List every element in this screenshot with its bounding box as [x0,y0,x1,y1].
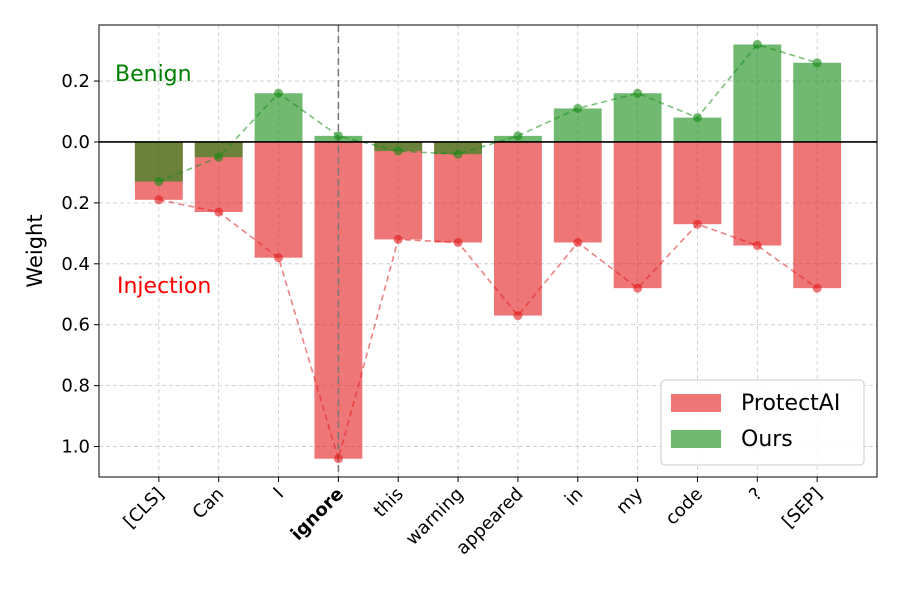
legend-label: Ours [741,427,793,452]
point [333,131,343,141]
legend-swatch [671,394,721,412]
point [752,39,762,49]
y-tick-label: 1.0 [61,437,90,458]
y-tick-label: 0.0 [61,132,90,153]
bar [493,141,542,316]
x-tick-label: ? [745,484,767,506]
bar [793,141,842,289]
y-tick-label: 0.2 [61,193,90,214]
point [214,152,224,162]
point [214,207,224,217]
bar [733,44,782,142]
point [573,237,583,247]
bar [793,62,842,142]
y-tick-label: 0.6 [61,315,90,336]
bar [613,93,662,142]
series-line [158,199,818,462]
point [633,283,643,293]
x-tick-label: ignore [287,484,348,545]
bar [553,141,602,243]
x-tick-label: code [661,484,707,530]
point [692,219,702,229]
bar [374,141,423,152]
plot-frame [98,24,878,478]
bar [254,141,303,258]
point [513,131,523,141]
point [752,241,762,251]
point [154,195,164,205]
legend-label: ProtectAI [741,391,840,416]
point [513,311,523,321]
bar [613,141,662,289]
bar [673,141,722,225]
bar [434,141,483,155]
point [573,103,583,113]
x-tick-label: my [612,483,647,518]
point [453,149,463,159]
x-tick-label: [CLS] [120,484,169,533]
x-tick-label: this [370,484,408,522]
annotation: Benign [115,62,192,87]
point [393,234,403,244]
point [274,253,284,263]
bar [254,93,303,142]
point [812,283,822,293]
annotation: Injection [117,274,211,299]
bar [553,108,602,142]
y-tick-label: 0.2 [61,71,90,92]
point [393,146,403,156]
legend-swatch [671,430,721,448]
x-tick-label: [SEP] [778,484,827,533]
y-axis-label: Weight [23,214,47,287]
point [453,237,463,247]
x-tick-label: I [269,484,288,503]
x-tick-label: in [561,484,587,510]
point [154,177,164,187]
bar [374,141,423,240]
point [633,88,643,98]
point [333,454,343,464]
point [274,88,284,98]
y-tick-label: 0.4 [61,254,90,275]
point [692,113,702,123]
y-tick-label: 0.8 [61,376,90,397]
bar [134,141,183,182]
point [812,58,822,68]
bar [434,141,483,243]
x-tick-label: Can [189,484,229,524]
bar [194,141,243,158]
bar [733,141,782,246]
